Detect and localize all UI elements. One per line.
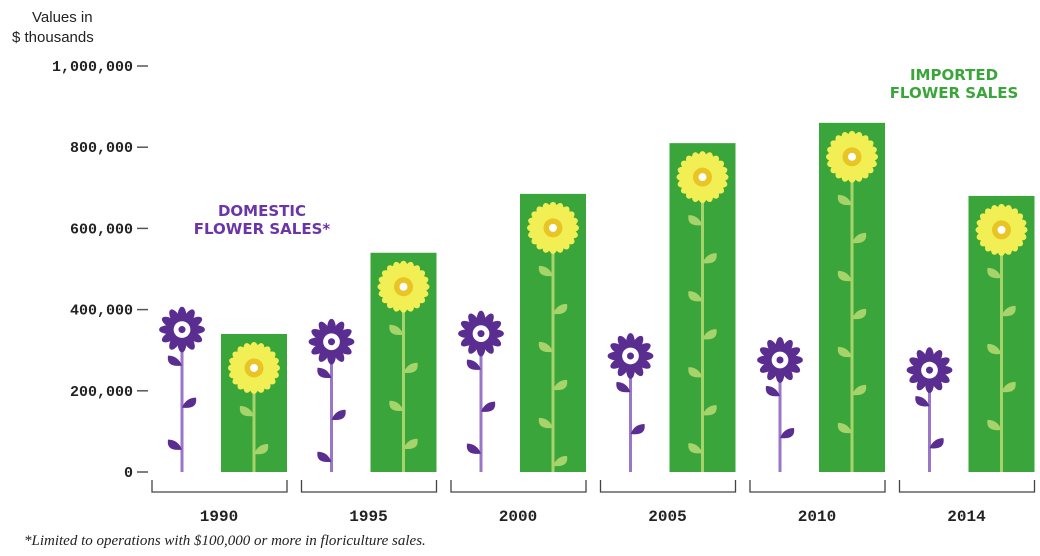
imported-leaves [538, 265, 568, 467]
x-category-label: 2000 [499, 508, 537, 526]
chart-svg: Values in $ thousands 1,000,000 800,000 60… [12, 9, 1036, 526]
domestic-leaves [915, 396, 944, 449]
y-axis-ticks: 1,000,000 800,000 600,000 400,000 200,000 0 [52, 59, 148, 482]
legend-domestic-line1: DOMESTIC [218, 202, 306, 220]
domestic-mark [159, 306, 205, 472]
y-tick-label: 200,000 [70, 384, 133, 401]
domestic-flower-head [458, 310, 504, 357]
x-category-label: 2014 [947, 508, 986, 526]
imported-leaves [239, 405, 269, 455]
imported-leaves [688, 215, 717, 454]
y-axis-title-line1: Values in [32, 9, 93, 26]
y-tick-label: 400,000 [70, 303, 133, 320]
domestic-flower-head [906, 347, 953, 394]
legend-domestic-line2: FLOWER SALES* [194, 220, 331, 238]
y-tick-label: 1,000,000 [52, 59, 133, 76]
x-category-label: 1990 [200, 508, 238, 526]
domestic-leaves [466, 359, 496, 454]
imported-mark [968, 195, 1035, 473]
imported-mark [370, 252, 437, 472]
sunflower-head [826, 130, 878, 183]
category-bracket [450, 480, 587, 493]
sunflower-head [975, 203, 1028, 256]
x-axis-categories: 1990 1995 2000 2005 2010 2014 [151, 480, 1036, 526]
domestic-mark [308, 318, 355, 472]
imported-mark [819, 122, 885, 472]
domestic-leaves [317, 367, 346, 463]
domestic-leaves [167, 355, 197, 450]
x-category-label: 1995 [349, 508, 387, 526]
domestic-leaves [765, 386, 795, 439]
imported-leaves [389, 324, 418, 450]
y-tick-label: 600,000 [70, 221, 133, 238]
sunflower-head [527, 201, 579, 254]
domestic-mark [757, 337, 803, 472]
imported-mark [221, 333, 287, 472]
domestic-mark [458, 310, 504, 472]
y-tick-label: 0 [124, 465, 133, 482]
sunflower-head [676, 151, 729, 204]
imported-leaves [987, 267, 1016, 431]
imported-mark [669, 143, 736, 472]
domestic-mark [607, 333, 654, 472]
domestic-leaves [616, 381, 645, 435]
sunflower-head [377, 260, 430, 313]
category-bracket [898, 480, 1036, 493]
chart-marks [159, 122, 1035, 473]
footnote: *Limited to operations with $100,000 or … [24, 533, 426, 549]
domestic-flower-head [757, 337, 803, 383]
legend-imported-line1: IMPORTED [910, 66, 998, 84]
y-axis-title-line2: $ thousands [12, 29, 94, 46]
domestic-flower-head [308, 318, 355, 365]
legend-imported-line2: FLOWER SALES [890, 84, 1019, 102]
sunflower-head [228, 341, 280, 394]
x-category-label: 2005 [648, 508, 686, 526]
category-bracket [151, 480, 288, 493]
imported-mark [520, 193, 586, 472]
category-bracket [599, 480, 737, 493]
category-bracket [749, 480, 886, 493]
imported-leaves [837, 194, 867, 434]
domestic-flower-head [607, 333, 654, 379]
domestic-mark [906, 347, 953, 472]
x-category-label: 2010 [798, 508, 836, 526]
domestic-flower-head [159, 306, 205, 353]
category-bracket [300, 480, 438, 493]
y-tick-label: 800,000 [70, 140, 133, 157]
